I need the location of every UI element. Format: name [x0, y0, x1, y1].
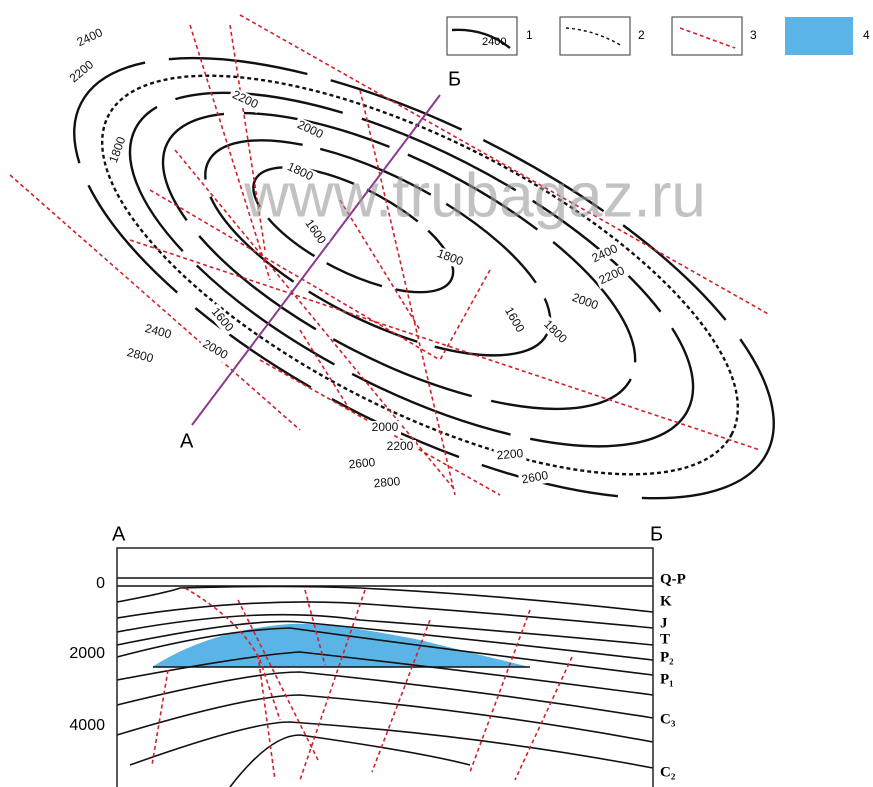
- fault: [300, 590, 365, 780]
- layer-labels: Q-P KJT P₂ P₁ C₃ C₂: [660, 571, 686, 780]
- depth-label: 4000: [69, 717, 105, 734]
- layer-line: [117, 602, 653, 628]
- legend-fault: [680, 28, 735, 48]
- fault: [470, 610, 530, 772]
- section-faults: [152, 588, 572, 780]
- layer-label: K: [660, 593, 672, 609]
- contour-label: 2000: [372, 420, 399, 434]
- legend-number: 4: [863, 28, 870, 42]
- legend-number: 2: [638, 28, 645, 42]
- fault: [130, 240, 760, 450]
- legend-box: [560, 17, 630, 55]
- section-left: А: [112, 523, 126, 545]
- legend-box: [672, 17, 742, 55]
- reservoir: [152, 624, 530, 667]
- layer-label: C₂: [660, 764, 676, 780]
- fault: [515, 657, 572, 780]
- legend-number: 1: [526, 28, 533, 42]
- legend-reservoir: [785, 17, 853, 55]
- layer-line: [117, 672, 653, 718]
- depth-label: 2000: [69, 645, 105, 662]
- legend-number: 3: [750, 28, 757, 42]
- section-right: Б: [650, 523, 663, 545]
- contour-label: 2800: [373, 474, 401, 490]
- contours: [13, 0, 835, 587]
- fault: [300, 330, 350, 410]
- layer-label: J: [660, 615, 668, 631]
- layer-label: C₃: [660, 711, 676, 727]
- contour-label: 2800: [126, 345, 156, 366]
- layer-line: [230, 735, 470, 787]
- legend: 2400 1 2 3 4: [447, 17, 870, 55]
- fault: [152, 670, 168, 765]
- depth-label: 0: [96, 575, 105, 592]
- point-a: А: [180, 430, 194, 452]
- diagram: А Б 240022001800220020001800160018002400…: [0, 0, 873, 787]
- watermark: www.trubagaz.ru: [243, 161, 706, 230]
- contour-label: 2400: [144, 321, 174, 342]
- depth-labels: 0 2000 4000: [69, 575, 105, 734]
- contour-label: 2600: [348, 455, 376, 471]
- contour-label: 2200: [387, 439, 414, 453]
- layer-label: P₁: [660, 671, 674, 687]
- legend-sample: 2400: [482, 36, 506, 48]
- contour-label: 2200: [496, 446, 524, 462]
- layer-label: P₂: [660, 649, 674, 665]
- layer-label: Q-P: [660, 571, 686, 587]
- layer-line: [117, 695, 653, 742]
- layers: [117, 578, 653, 787]
- legend-dashed: [566, 28, 622, 46]
- point-b: Б: [448, 68, 461, 90]
- layer-label: T: [660, 631, 670, 647]
